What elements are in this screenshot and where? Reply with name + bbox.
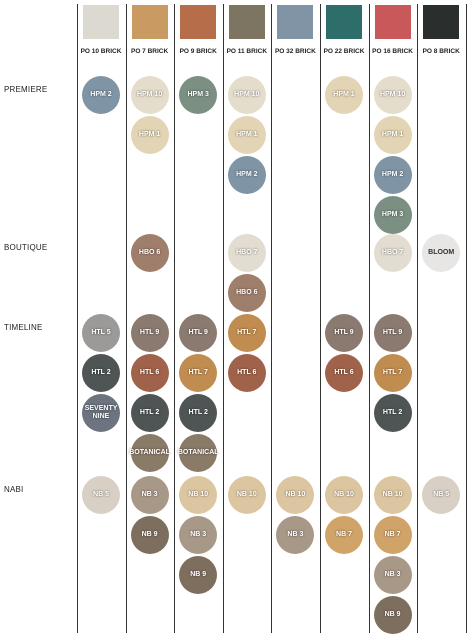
column-divider	[271, 4, 273, 633]
section-label: BOUTIQUE	[4, 243, 48, 252]
brick-name: PO 11 BRICK	[226, 48, 268, 55]
column-divider	[125, 4, 127, 633]
finish-swatch: HTL 2	[130, 394, 169, 432]
finish-swatch: NB 7	[325, 516, 363, 554]
finish-swatch: HTL 6	[325, 354, 363, 392]
finish-swatch: NB 3	[179, 516, 218, 554]
finish-swatch: HPM 1	[130, 116, 169, 154]
column-divider	[417, 4, 419, 633]
finish-swatch: HPM 2	[82, 76, 120, 114]
finish-swatch: NB 10	[325, 476, 363, 514]
finish-swatch: HTL 9	[130, 314, 169, 352]
finish-swatch: BOTANICAL	[178, 434, 219, 472]
finish-swatch: NB 9	[179, 556, 218, 594]
section-label: PREMIERE	[4, 85, 48, 94]
column-divider	[174, 4, 176, 633]
brick-name: PO 16 BRICK	[372, 48, 413, 55]
column-divider	[368, 4, 370, 633]
finish-swatch: NB 10	[373, 476, 412, 514]
finish-swatch: HTL 7	[373, 354, 412, 392]
finish-swatch: HPM 3	[179, 76, 218, 114]
finish-swatch: HBO 6	[130, 234, 169, 272]
finish-swatch: NB 9	[373, 596, 412, 634]
finish-swatch: HPM 10	[373, 76, 412, 114]
finish-swatch: HPM 1	[325, 76, 363, 114]
finish-swatch: HTL 7	[179, 354, 218, 392]
finish-swatch: HTL 9	[325, 314, 363, 352]
finish-swatch: HBO 7	[227, 234, 266, 272]
finish-swatch: HBO 6	[227, 274, 266, 312]
finish-swatch: HTL 9	[179, 314, 218, 352]
finish-swatch: BOTANICAL	[129, 434, 170, 472]
finish-swatch: SEVENTY NINE	[82, 394, 120, 432]
brick-swatch	[374, 5, 411, 39]
finish-swatch: HPM 2	[373, 156, 412, 194]
finish-swatch: HPM 3	[373, 196, 412, 234]
finish-swatch: HTL 2	[373, 394, 412, 432]
finish-swatch: NB 3	[130, 476, 169, 514]
finish-swatch: HTL 9	[373, 314, 412, 352]
brick-swatch	[131, 5, 168, 39]
finish-swatch: NB 3	[276, 516, 315, 554]
finish-swatch: HPM 10	[130, 76, 169, 114]
finish-swatch: HPM 1	[227, 116, 266, 154]
finish-swatch: HTL 2	[82, 354, 120, 392]
brick-name: PO 8 BRICK	[422, 48, 460, 55]
brick-name: PO 32 BRICK	[274, 48, 316, 55]
column-divider	[77, 4, 78, 633]
section-label: TIMELINE	[4, 323, 43, 332]
column-divider	[320, 4, 321, 633]
finish-swatch: NB 5	[422, 476, 461, 514]
section-label: NABI	[4, 485, 24, 494]
brick-swatch	[180, 5, 217, 39]
finish-swatch: NB 7	[373, 516, 412, 554]
brick-name: PO 10 BRICK	[80, 48, 122, 55]
finish-swatch: HTL 7	[227, 314, 266, 352]
finish-swatch: HPM 2	[227, 156, 266, 194]
finish-swatch: NB 9	[130, 516, 169, 554]
finish-swatch: HTL 6	[227, 354, 266, 392]
brick-name: PO 9 BRICK	[179, 48, 217, 55]
column-divider	[222, 4, 224, 633]
finish-swatch: HTL 6	[130, 354, 169, 392]
column-divider	[465, 4, 467, 633]
finish-swatch: HTL 2	[179, 394, 218, 432]
brick-swatch	[326, 5, 362, 39]
brick-name: PO 22 BRICK	[323, 48, 365, 55]
finish-swatch: HPM 1	[373, 116, 412, 154]
finish-swatch: NB 5	[82, 476, 120, 514]
finish-swatch: NB 10	[179, 476, 218, 514]
brick-swatch	[423, 5, 460, 39]
finish-swatch: HPM 10	[227, 76, 266, 114]
brick-swatch	[228, 5, 265, 39]
brick-name: PO 7 BRICK	[130, 48, 169, 55]
finish-swatch: NB 3	[373, 556, 412, 594]
finish-swatch: BLOOM	[422, 234, 461, 272]
finish-swatch: NB 10	[227, 476, 266, 514]
finish-swatch: NB 10	[276, 476, 315, 514]
brick-swatch	[83, 5, 119, 39]
brick-swatch	[277, 5, 314, 39]
finish-swatch: HBO 7	[373, 234, 412, 272]
finish-swatch: HTL 5	[82, 314, 120, 352]
